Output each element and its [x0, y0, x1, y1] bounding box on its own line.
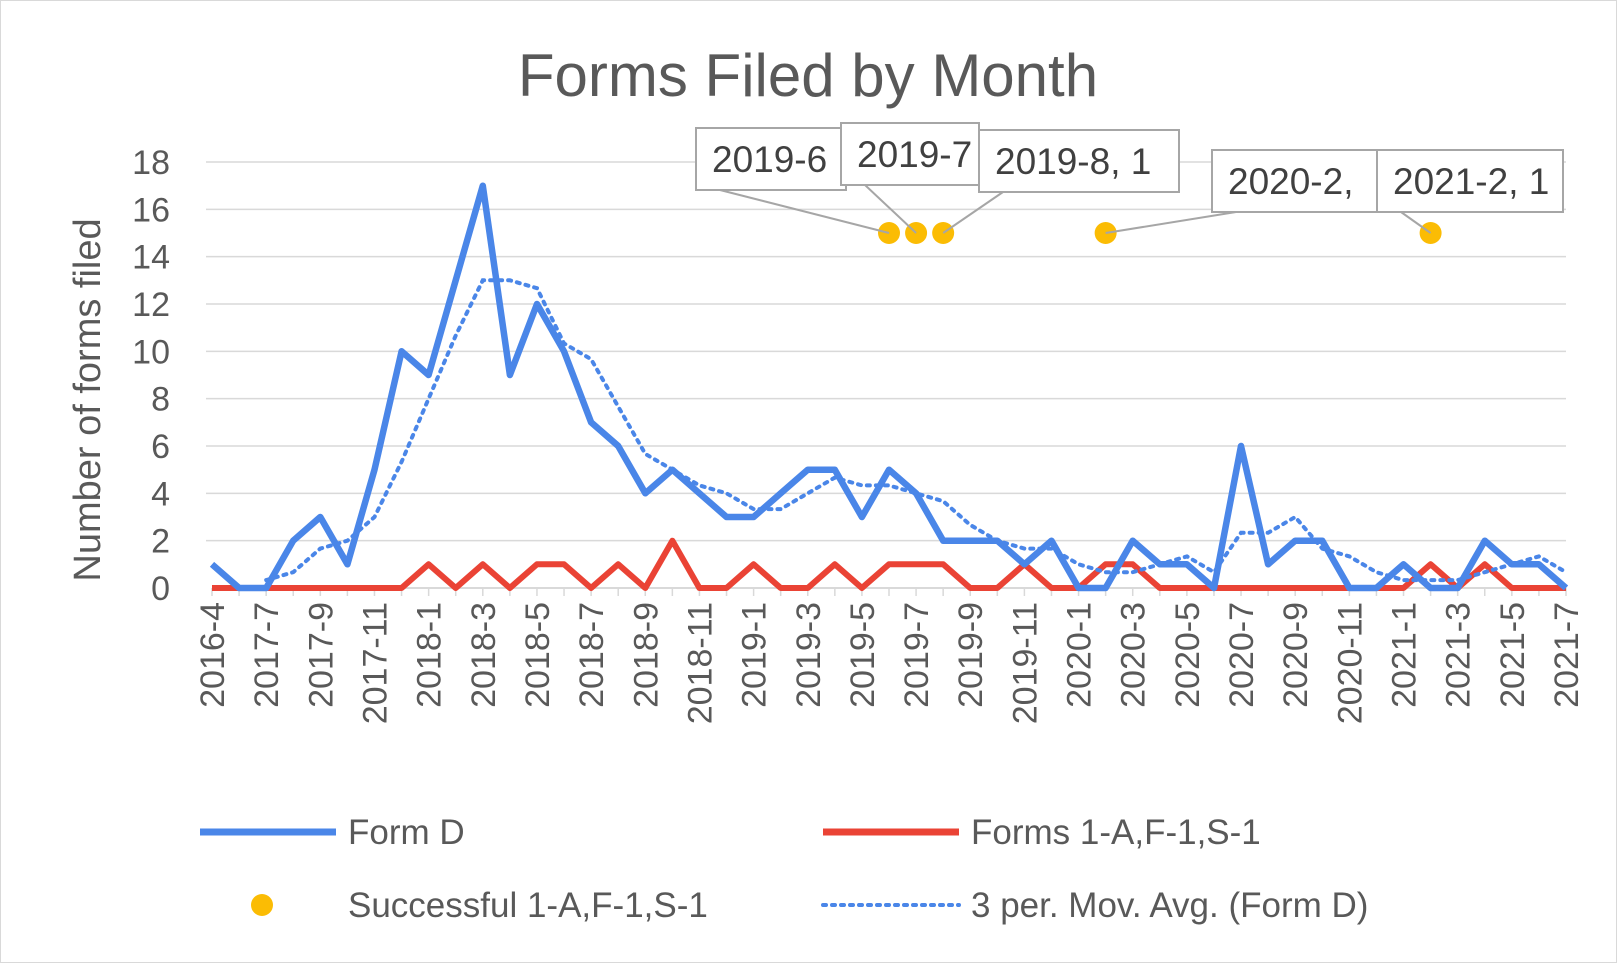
x-tick-label: 2019-3	[790, 602, 828, 708]
series-moving-average-line	[264, 278, 1568, 583]
x-tick-label: 2020-7	[1223, 602, 1261, 708]
legend-label: Form D	[348, 813, 465, 852]
legend: Form D Forms 1-A,F-1,S-1 Successful 1-A,F-…	[200, 813, 1368, 925]
y-axis-label: Number of forms filed	[67, 218, 109, 581]
x-tick-label: 2018-3	[465, 602, 503, 708]
x-tick-label: 2017-9	[302, 602, 340, 708]
x-tick-label: 2018-5	[519, 602, 557, 708]
x-tick-label: 2021-7	[1548, 602, 1586, 708]
callout-label: 2019-7	[857, 134, 972, 175]
x-tick-label: 2018-1	[411, 602, 449, 708]
x-tick-label: 2020-1	[1061, 602, 1099, 708]
callout-label: 2021-2, 1	[1393, 161, 1549, 202]
callout-box	[978, 129, 1180, 193]
y-tick-label: 4	[151, 475, 170, 513]
callout-leader	[719, 189, 890, 234]
x-tick-label: 2020-5	[1169, 602, 1207, 708]
callout-label: 2019-8, 1	[995, 141, 1151, 182]
x-tick-label: 2019-5	[844, 602, 882, 708]
series-forms-1a-f1-s1-line	[212, 537, 1566, 591]
callout-leader	[942, 191, 1004, 234]
x-tick-label: 2018-11	[681, 602, 719, 724]
callout-leader	[1400, 211, 1432, 234]
x-tick-label: 2020-11	[1331, 602, 1369, 724]
x-axis-ticks: 2016-4 2017-7 2017-9 2017-11 2018-1 2018-3 201…	[194, 602, 1586, 724]
chart-title: Forms Filed by Month	[518, 42, 1098, 109]
x-tick-label: 2019-7	[898, 602, 936, 708]
y-tick-label: 0	[151, 570, 170, 608]
x-tick-label: 2020-9	[1277, 602, 1315, 708]
legend-label: Forms 1-A,F-1,S-1	[971, 813, 1261, 852]
y-tick-label: 14	[132, 239, 170, 277]
callout-box	[1376, 149, 1564, 213]
callout-leader	[1105, 211, 1237, 234]
x-tick-label: 2021-3	[1440, 602, 1478, 708]
series-layer	[209, 182, 1569, 592]
y-tick-label: 6	[151, 428, 170, 466]
legend-label: Successful 1-A,F-1,S-1	[348, 886, 708, 925]
y-tick-label: 2	[151, 523, 170, 561]
x-tick-label: 2019-11	[1006, 602, 1044, 724]
x-tick-label: 2021-1	[1386, 602, 1424, 708]
x-tick-label: 2020-3	[1115, 602, 1153, 708]
x-tick-label: 2017-7	[248, 602, 286, 708]
x-tick-label: 2016-4	[194, 602, 232, 708]
data-callouts: 2019-6 2019-7 2019-8, 1 2020-2, 2021-2, 1	[695, 122, 1564, 234]
x-tick-label: 2017-11	[356, 602, 394, 724]
x-tick-label: 2021-5	[1494, 602, 1532, 708]
x-tick-label: 2019-1	[736, 602, 774, 708]
callout-box	[1211, 149, 1398, 213]
y-tick-label: 16	[132, 191, 170, 229]
y-tick-label: 12	[132, 286, 170, 324]
y-tick-label: 8	[151, 381, 170, 419]
x-tick-label: 2018-7	[573, 602, 611, 708]
callout-label: 2019-6	[712, 139, 827, 180]
callout-leader	[864, 184, 917, 234]
legend-label: 3 per. Mov. Avg. (Form D)	[971, 886, 1368, 925]
series-form-d-line	[209, 182, 1569, 592]
legend-swatch	[251, 894, 273, 916]
y-tick-label: 10	[132, 333, 170, 371]
y-axis-ticks: 0 2 4 6 8 10 12 14 16 18	[132, 144, 170, 608]
x-tick-label: 2018-9	[627, 602, 665, 708]
y-tick-label: 18	[132, 144, 170, 182]
callout-label: 2020-2,	[1228, 161, 1354, 202]
x-tick-label: 2019-9	[952, 602, 990, 708]
